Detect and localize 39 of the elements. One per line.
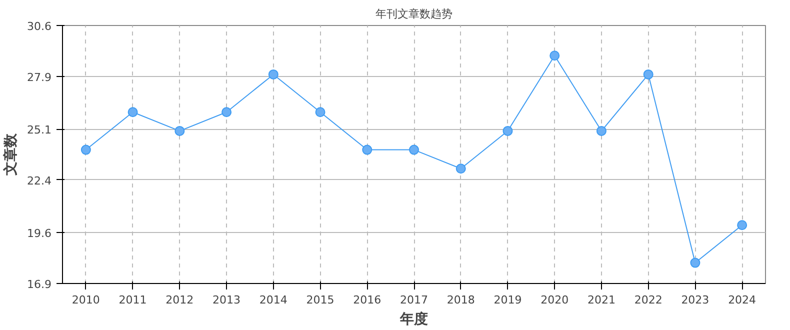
y-axis-title: 文章数 — [2, 132, 20, 176]
y-tick-label: 16.9 — [27, 278, 52, 291]
point — [737, 220, 748, 230]
x-tick-label: 2022 — [634, 294, 662, 306]
x-tick-label: 2021 — [587, 294, 616, 306]
point — [315, 107, 326, 118]
y-tick-label: 30.6 — [27, 20, 52, 33]
x-tick-label: 2017 — [400, 294, 428, 306]
x-tick-label: 2011 — [118, 294, 147, 306]
x-tick-label: 2010 — [72, 294, 100, 306]
point — [222, 107, 232, 118]
x-tick-label: 2020 — [540, 294, 569, 306]
point — [456, 164, 466, 174]
x-tick-label: 2024 — [728, 294, 756, 306]
point — [550, 50, 560, 61]
point — [80, 144, 91, 155]
point — [596, 126, 606, 136]
x-tick-label: 2023 — [681, 294, 710, 306]
point — [690, 258, 700, 268]
x-tick-label: 2016 — [353, 294, 382, 306]
y-tick-label: 25.1 — [27, 124, 52, 137]
point — [643, 69, 654, 80]
point — [502, 126, 513, 136]
point — [268, 69, 278, 80]
x-tick-label: 2013 — [212, 294, 241, 306]
y-tick-label: 22.4 — [27, 174, 52, 188]
x-axis-title: 年度 — [399, 310, 428, 328]
point — [174, 126, 185, 136]
x-tick-label: 2015 — [306, 294, 334, 306]
point — [409, 144, 419, 155]
x-tick-label: 2014 — [259, 294, 288, 306]
x-tick-label: 2018 — [446, 294, 475, 306]
x-tick-label: 2019 — [494, 294, 522, 306]
y-tick-label: 19.6 — [27, 227, 52, 240]
chart-title: 年刊文章数趋势 — [376, 8, 452, 20]
y-tick-label: 27.9 — [27, 70, 52, 84]
point — [128, 107, 138, 118]
point — [362, 144, 372, 155]
x-tick-label: 2012 — [166, 294, 194, 306]
